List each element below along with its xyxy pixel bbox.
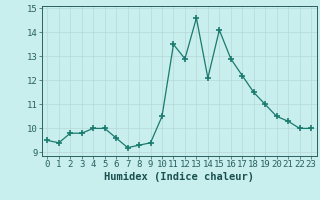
X-axis label: Humidex (Indice chaleur): Humidex (Indice chaleur) <box>104 172 254 182</box>
